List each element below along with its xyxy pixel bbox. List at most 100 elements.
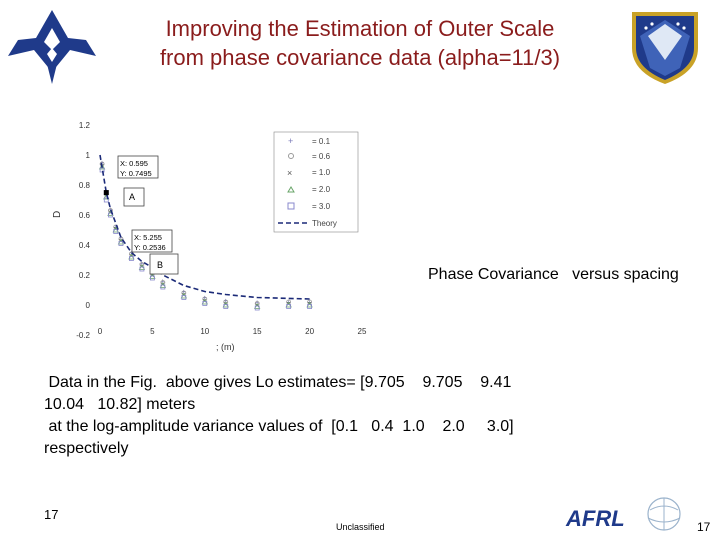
data-point: + [118, 234, 123, 243]
data-point [139, 266, 145, 272]
classification-label: Unclassified [336, 522, 385, 532]
y-tick-label: -0.2 [76, 331, 90, 340]
data-point [113, 229, 119, 234]
legend-label-6: Theory [312, 219, 337, 228]
afrl-logo-text: AFRL [565, 506, 625, 531]
y-tick-label: 0.2 [79, 271, 91, 280]
afrl-shield-logo [632, 12, 698, 84]
figure-caption: Phase Covariance versus spacing [428, 266, 679, 283]
data-point: × [108, 208, 113, 217]
data-point [254, 301, 260, 306]
data-point: + [139, 259, 144, 268]
annotation-a-label: A [129, 192, 135, 202]
data-point: × [202, 297, 207, 306]
data-point: + [181, 288, 186, 297]
afrl-logo: AFRL [565, 497, 681, 531]
annotation-b-y: Y: 0.2536 [134, 243, 166, 252]
annotation-b-label: B [157, 260, 163, 270]
annotation-a-y: Y: 0.7495 [120, 169, 152, 178]
x-tick-label: 25 [358, 327, 367, 336]
data-point: × [129, 252, 134, 261]
data-point [223, 304, 229, 309]
x-tick-label: 5 [150, 327, 155, 336]
y-tick-label: 0.6 [79, 211, 91, 220]
legend-label-5: = 3.0 [312, 202, 331, 211]
x-axis-label: ; (m) [216, 342, 235, 352]
data-point [108, 212, 113, 218]
data-point [286, 304, 292, 309]
data-point [108, 208, 113, 213]
annotation-b: X: 5.255 Y: 0.2536 B [131, 229, 179, 275]
data-point: × [104, 192, 109, 201]
page-number-right: 17 [697, 520, 711, 534]
data-point: + [202, 294, 207, 303]
data-point: × [160, 280, 165, 289]
x-tick-label: 15 [253, 327, 262, 336]
data-point [160, 280, 166, 285]
legend-label-2: = 0.6 [312, 152, 331, 161]
data-point [103, 197, 109, 203]
body-line-4: respectively [44, 440, 129, 457]
annotation-b-x: X: 5.255 [134, 233, 162, 242]
data-point [202, 301, 208, 306]
y-tick-label: 0.4 [79, 241, 91, 250]
legend-marker-3: × [287, 168, 292, 178]
data-point: × [307, 300, 312, 309]
data-point: × [118, 237, 123, 246]
legend-marker-1: + [288, 136, 293, 146]
data-point [98, 163, 106, 170]
data-point [286, 299, 292, 305]
body-line-3: at the log-amplitude variance values of … [44, 418, 514, 435]
y-axis-label: D [52, 211, 63, 218]
data-point [181, 290, 187, 296]
data-point [223, 299, 229, 305]
data-point [307, 299, 313, 305]
annotation-a-x: X: 0.595 [120, 159, 148, 168]
data-point: × [139, 262, 144, 271]
usaf-logo [8, 10, 96, 84]
data-point: + [108, 205, 113, 214]
legend-label-4: = 2.0 [312, 185, 331, 194]
data-point: × [286, 300, 291, 309]
legend-label-1: = 0.1 [312, 137, 331, 146]
data-point [181, 295, 187, 300]
data-point: + [160, 277, 165, 286]
legend-marker-2 [288, 153, 294, 159]
data-point [254, 305, 260, 311]
slide-title: Improving the Estimation of Outer Scale … [110, 14, 610, 72]
data-point: + [255, 298, 260, 307]
data-point [139, 262, 145, 267]
body-text: Data in the Fig. above gives Lo estimate… [44, 372, 514, 460]
body-line-1: Data in the Fig. above gives Lo estimate… [44, 374, 512, 391]
x-tick-labels: 0 5 10 15 20 25 [98, 327, 367, 336]
data-point: × [113, 225, 118, 234]
data-point: + [223, 297, 228, 306]
annotation-a: X: 0.595 Y: 0.7495 A [117, 155, 159, 207]
data-point: × [223, 300, 228, 309]
x-tick-label: 0 [98, 327, 103, 336]
y-tick-label: 1 [86, 151, 91, 160]
x-tick-label: 20 [305, 327, 314, 336]
plot-marks: +++++++++++++++××××××××××××××× [98, 154, 313, 311]
data-point [129, 256, 134, 261]
data-point [150, 275, 155, 281]
page-number-left: 17 [44, 507, 59, 522]
y-tick-label: 0.8 [79, 181, 91, 190]
legend: + = 0.1 = 0.6 × = 1.0 = 2.0 = 3.0 Theory [273, 131, 359, 233]
title-line-1: Improving the Estimation of Outer Scale [165, 16, 555, 41]
data-point [307, 304, 313, 309]
datatip-marker [103, 190, 109, 196]
data-point [118, 241, 124, 246]
y-tick-labels: -0.2 0 0.2 0.4 0.6 0.8 1 1.2 [76, 121, 90, 340]
y-tick-label: 0 [86, 301, 91, 310]
y-tick-label: 1.2 [79, 121, 91, 130]
data-point [160, 284, 166, 290]
phase-covariance-plot: -0.200.20.40.60.811.2 0 5 10 15 20 25 +++++++… [52, 121, 367, 352]
data-point: × [255, 301, 260, 310]
legend-marker-4 [287, 186, 295, 193]
legend-label-3: = 1.0 [312, 168, 331, 177]
data-point: × [150, 271, 155, 280]
data-point: × [181, 291, 186, 300]
data-point [202, 296, 208, 302]
x-tick-label: 10 [200, 327, 209, 336]
